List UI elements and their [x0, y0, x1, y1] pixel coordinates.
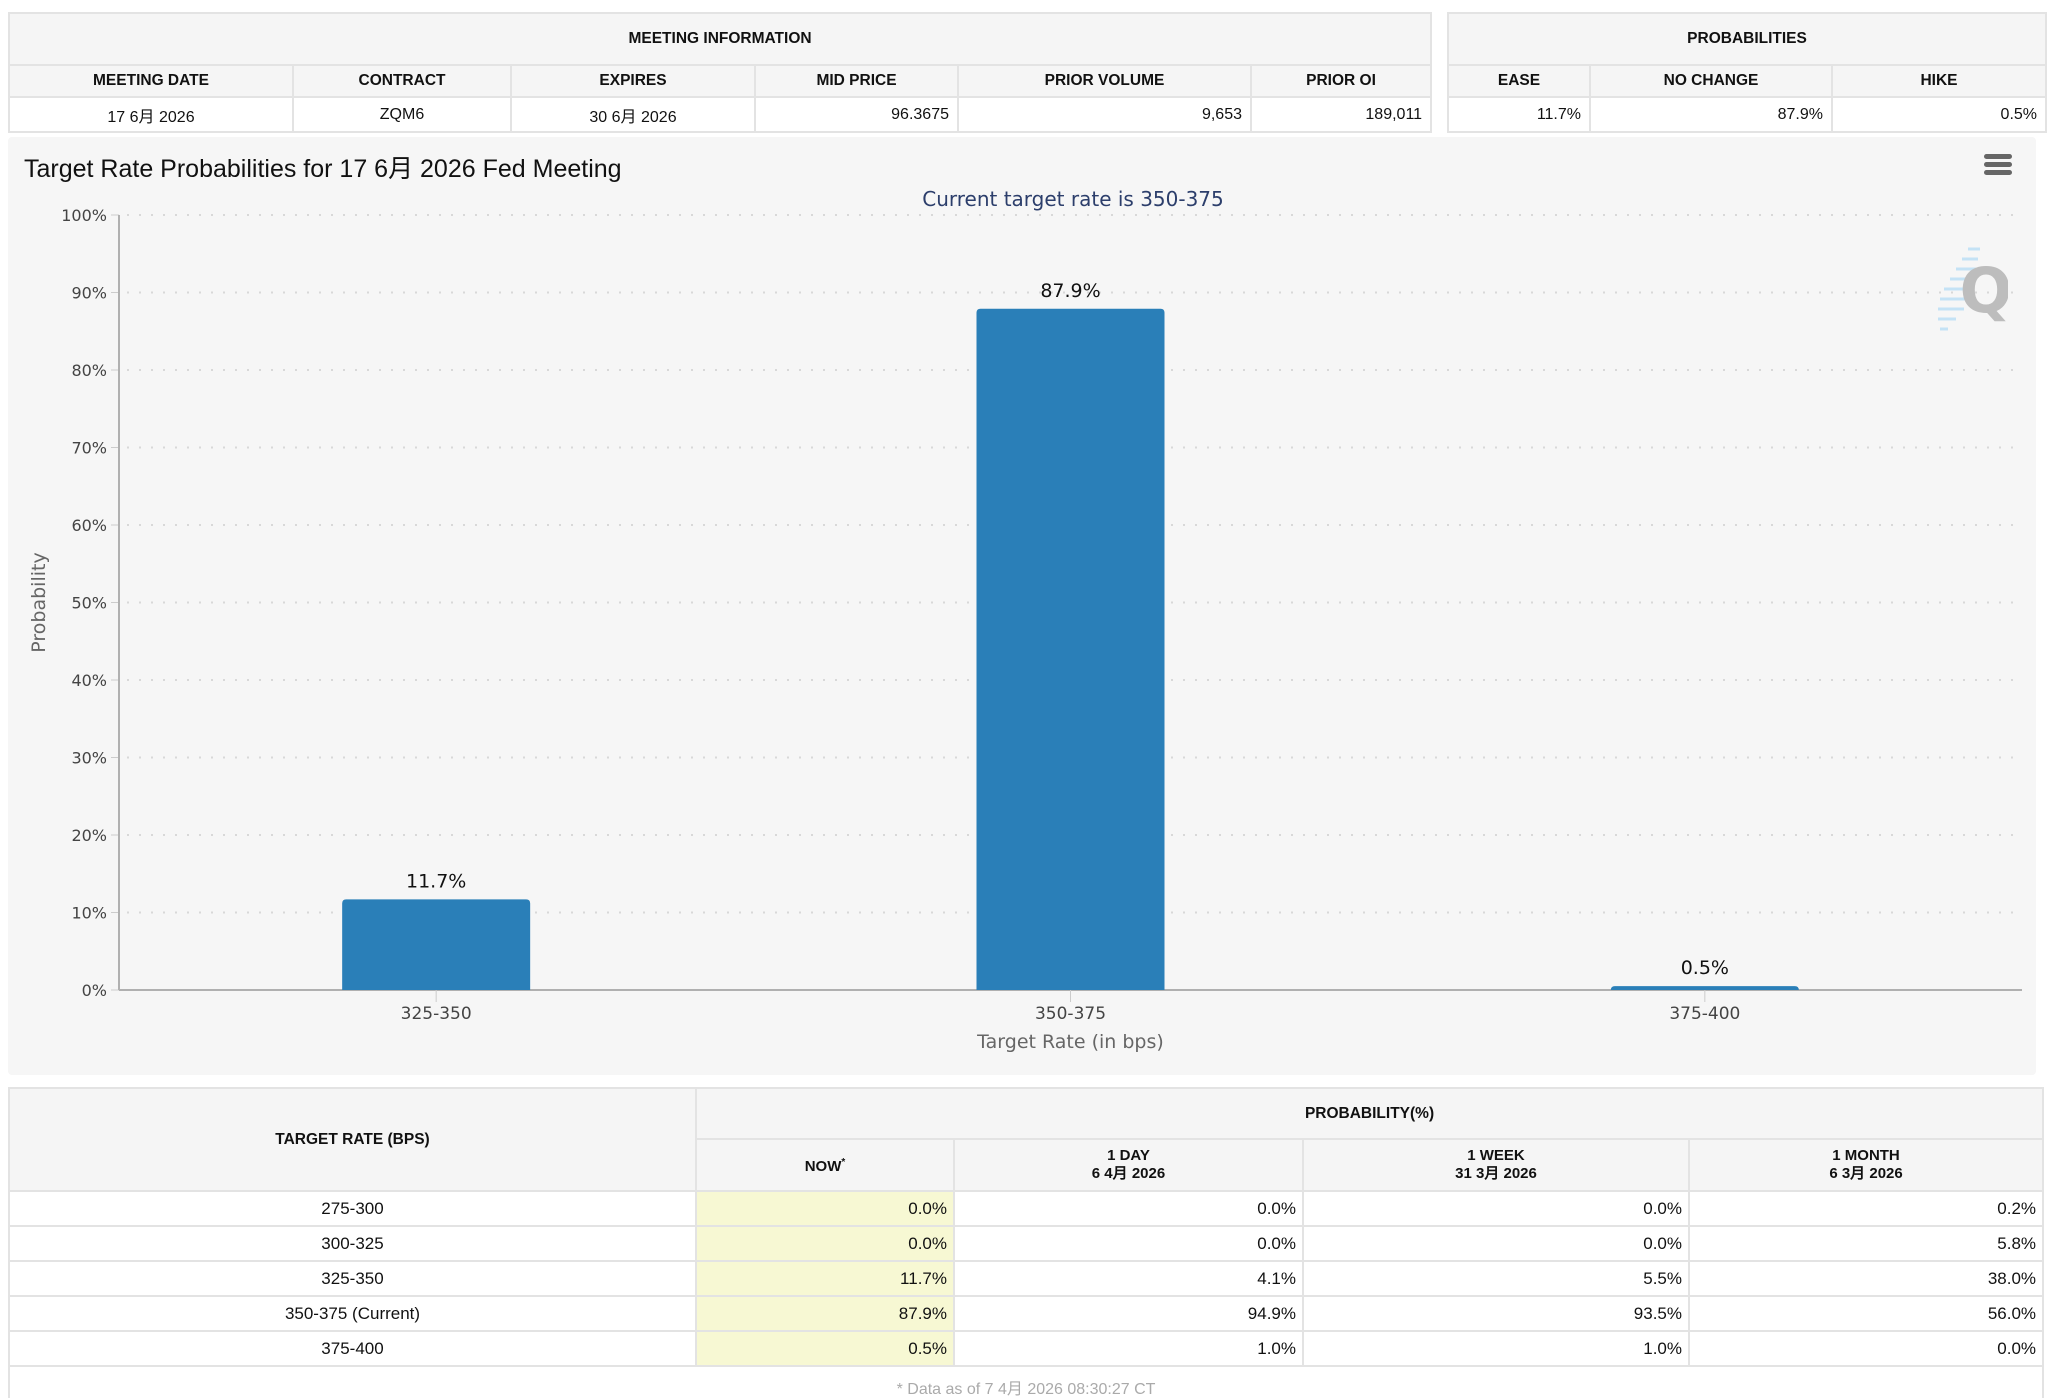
chart-title: Target Rate Probabilities for 17 6月 2026… — [24, 155, 622, 183]
meeting-information-header: MEETING INFORMATION — [7, 12, 1433, 66]
bar-375-400 — [1610, 986, 1799, 991]
col-1-day-date: 6 4月 2026 — [1091, 1165, 1166, 1182]
contract-value: ZQM6 — [292, 96, 512, 133]
target-rate-probability-table: TARGET RATE (BPS) PROBABILITY(%) NOW* 1 … — [7, 1087, 2045, 1398]
table-row: 275-300 0.0% 0.0% 0.0% 0.2% — [8, 1190, 2045, 1227]
col-mid-price: MID PRICE — [754, 64, 959, 98]
probabilities-table: PROBABILITIES EASE NO CHANGE HIKE 11.7% … — [1446, 12, 2048, 133]
y-tick-label: 0% — [82, 981, 107, 1000]
x-tick-label: 375-400 — [1669, 1004, 1740, 1024]
prior-volume-value: 9,653 — [957, 96, 1252, 133]
col-target-rate: TARGET RATE (BPS) — [8, 1087, 697, 1192]
meeting-date-value: 17 6月 2026 — [8, 96, 294, 133]
data-label: 11.7% — [406, 870, 466, 892]
one-day-cell: 94.9% — [953, 1295, 1304, 1332]
chart-panel: 0% 10% 20% 30% 40% 50% 60% 70% 80% 90% 100% 11.7% 32… — [8, 137, 2036, 1075]
one-week-cell: 93.5% — [1302, 1295, 1690, 1332]
y-tick-label: 10% — [71, 904, 107, 923]
y-tick-label: 50% — [71, 594, 107, 613]
chart-subtitle: Current target rate is 350-375 — [922, 187, 1224, 211]
col-1-day: 1 DAY 6 4月 2026 — [953, 1138, 1304, 1192]
table-row: 300-325 0.0% 0.0% 0.0% 5.8% — [8, 1225, 2045, 1262]
now-cell: 0.0% — [695, 1225, 955, 1262]
now-cell: 87.9% — [695, 1295, 955, 1332]
meeting-information-table: MEETING INFORMATION MEETING DATE CONTRAC… — [7, 12, 1433, 133]
col-expires: EXPIRES — [510, 64, 756, 98]
y-tick-label: 20% — [71, 826, 107, 845]
col-1-month: 1 MONTH 6 3月 2026 — [1687, 1138, 2045, 1192]
now-cell: 0.0% — [695, 1190, 955, 1227]
rate-cell: 275-300 — [8, 1190, 697, 1227]
bar-chart: 0% 10% 20% 30% 40% 50% 60% 70% 80% 90% 100% 11.7% 32… — [28, 206, 2022, 1053]
rate-cell: 325-350 — [8, 1260, 697, 1297]
hamburger-menu-icon[interactable] — [1984, 154, 2012, 176]
prior-oi-value: 189,011 — [1249, 96, 1433, 133]
now-cell: 11.7% — [695, 1260, 955, 1297]
probability-group-header: PROBABILITY(%) — [694, 1087, 2045, 1140]
bar-325-350 — [342, 899, 531, 990]
one-day-cell: 0.0% — [953, 1190, 1304, 1227]
y-tick-label: 40% — [71, 671, 107, 690]
y-tick-label: 80% — [71, 361, 107, 380]
one-week-cell: 0.0% — [1302, 1190, 1690, 1227]
y-tick-label: 30% — [71, 749, 107, 768]
one-month-cell: 56.0% — [1687, 1295, 2045, 1332]
col-no-change: NO CHANGE — [1589, 64, 1833, 98]
one-month-cell: 38.0% — [1687, 1260, 2045, 1297]
col-1-week-date: 31 3月 2026 — [1455, 1165, 1537, 1182]
col-1-week: 1 WEEK 31 3月 2026 — [1302, 1138, 1690, 1192]
data-label: 0.5% — [1681, 957, 1729, 979]
rate-cell: 300-325 — [8, 1225, 697, 1262]
table-row: 375-400 0.5% 1.0% 1.0% 0.0% — [8, 1330, 2045, 1367]
rate-cell: 350-375 (Current) — [8, 1295, 697, 1332]
data-label: 87.9% — [1040, 280, 1100, 302]
now-cell: 0.5% — [695, 1330, 955, 1367]
mid-price-value: 96.3675 — [754, 96, 959, 133]
col-meeting-date: MEETING DATE — [8, 64, 294, 98]
one-month-cell: 5.8% — [1687, 1225, 2045, 1262]
y-tick-label: 90% — [71, 284, 107, 303]
one-week-cell: 5.5% — [1302, 1260, 1690, 1297]
y-tick-label: 70% — [71, 439, 107, 458]
x-tick-label: 350-375 — [1035, 1004, 1106, 1024]
col-prior-volume: PRIOR VOLUME — [957, 64, 1252, 98]
one-day-cell: 4.1% — [953, 1260, 1304, 1297]
col-now-label: NOW — [804, 1158, 842, 1175]
col-hike: HIKE — [1830, 64, 2048, 98]
one-month-cell: 0.0% — [1687, 1330, 2045, 1367]
table-row: 325-350 11.7% 4.1% 5.5% 38.0% — [8, 1260, 2045, 1297]
one-week-cell: 0.0% — [1302, 1225, 1690, 1262]
col-now-asterisk: * — [841, 1157, 846, 1168]
table-row: 350-375 (Current) 87.9% 94.9% 93.5% 56.0% — [8, 1295, 2045, 1332]
probabilities-header: PROBABILITIES — [1446, 12, 2048, 66]
y-axis-title: Probability — [28, 552, 50, 652]
col-1-month-date: 6 3月 2026 — [1829, 1165, 1903, 1182]
one-day-cell: 0.0% — [953, 1225, 1304, 1262]
col-1-month-label: 1 MONTH — [1832, 1147, 1900, 1164]
y-tick-label: 60% — [71, 516, 107, 535]
col-1-day-label: 1 DAY — [1107, 1147, 1150, 1164]
x-tick-label: 325-350 — [401, 1004, 472, 1024]
col-1-week-label: 1 WEEK — [1467, 1147, 1525, 1164]
col-prior-oi: PRIOR OI — [1249, 64, 1433, 98]
quikstrike-q-logo-icon: Q — [1938, 247, 2008, 331]
svg-text:Q: Q — [1960, 254, 2008, 327]
y-tick-label: 100% — [61, 206, 107, 225]
one-week-cell: 1.0% — [1302, 1330, 1690, 1367]
one-month-cell: 0.2% — [1687, 1190, 2045, 1227]
col-ease: EASE — [1447, 64, 1591, 98]
data-timestamp-footer: * Data as of 7 4月 2026 08:30:27 CT — [7, 1365, 2045, 1398]
no-change-value: 87.9% — [1589, 96, 1833, 133]
x-axis-title: Target Rate (in bps) — [976, 1031, 1164, 1053]
bar-350-375 — [976, 308, 1165, 990]
hike-value: 0.5% — [1830, 96, 2048, 133]
expires-value: 30 6月 2026 — [510, 96, 756, 133]
col-now: NOW* — [695, 1138, 955, 1192]
one-day-cell: 1.0% — [953, 1330, 1304, 1367]
col-contract: CONTRACT — [292, 64, 512, 98]
ease-value: 11.7% — [1447, 96, 1591, 133]
rate-cell: 375-400 — [8, 1330, 697, 1367]
